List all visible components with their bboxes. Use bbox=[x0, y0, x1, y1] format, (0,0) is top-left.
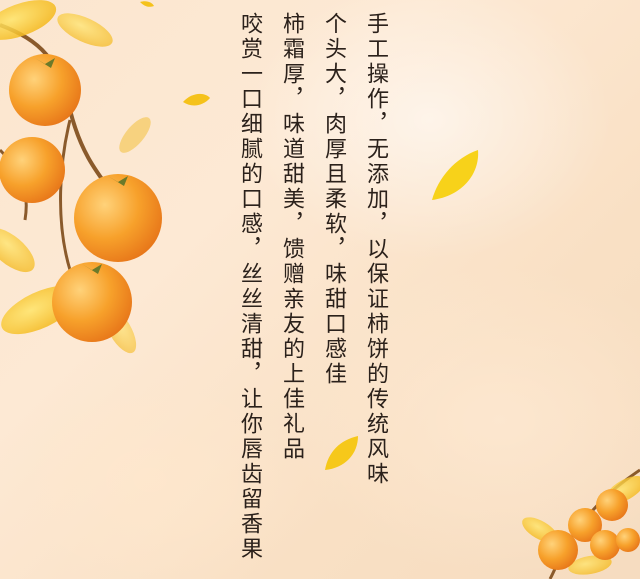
leaf bbox=[0, 0, 57, 40]
persimmon-fruit bbox=[538, 530, 578, 570]
leaf-icon bbox=[325, 436, 358, 470]
branch-stem bbox=[59, 119, 72, 271]
left-branch-cluster bbox=[0, 0, 162, 354]
floating-leaves bbox=[140, 1, 479, 470]
persimmon-fruit bbox=[9, 54, 81, 126]
poem-line-2: 个头大，肉厚且柔软，味甜口感佳 bbox=[321, 12, 346, 387]
vertical-poem: 手工操作，无添加，以保证柿饼的传统风味 个头大，肉厚且柔软，味甜口感佳 柿霜厚，… bbox=[228, 12, 396, 572]
leaf bbox=[119, 117, 151, 153]
persimmon-fruit bbox=[568, 508, 602, 542]
fruit-calyx bbox=[82, 264, 102, 274]
leaf-icon bbox=[140, 1, 154, 7]
persimmon-fruit bbox=[596, 489, 628, 521]
persimmon-fruit bbox=[52, 262, 132, 342]
fruit-calyx bbox=[35, 58, 55, 68]
persimmon-fruit bbox=[590, 530, 620, 560]
persimmon-fruit bbox=[74, 174, 162, 262]
persimmon-fruit bbox=[0, 137, 65, 203]
persimmon-fruit bbox=[616, 528, 640, 552]
poem-line-3: 柿霜厚，味道甜美，馈赠亲友的上佳礼品 bbox=[279, 12, 304, 462]
poem-line-4: 咬赏一口细腻的口感，丝丝清甜，让你唇齿留香果 bbox=[237, 12, 262, 562]
right-branch-cluster bbox=[522, 468, 640, 579]
leaf-icon bbox=[432, 150, 479, 200]
leaf bbox=[0, 227, 35, 273]
leaf bbox=[568, 555, 612, 575]
leaf-icon bbox=[183, 93, 210, 106]
fruit-calyx bbox=[108, 176, 128, 186]
poem-line-1: 手工操作，无添加，以保证柿饼的传统风味 bbox=[363, 12, 388, 487]
leaf bbox=[57, 13, 113, 47]
